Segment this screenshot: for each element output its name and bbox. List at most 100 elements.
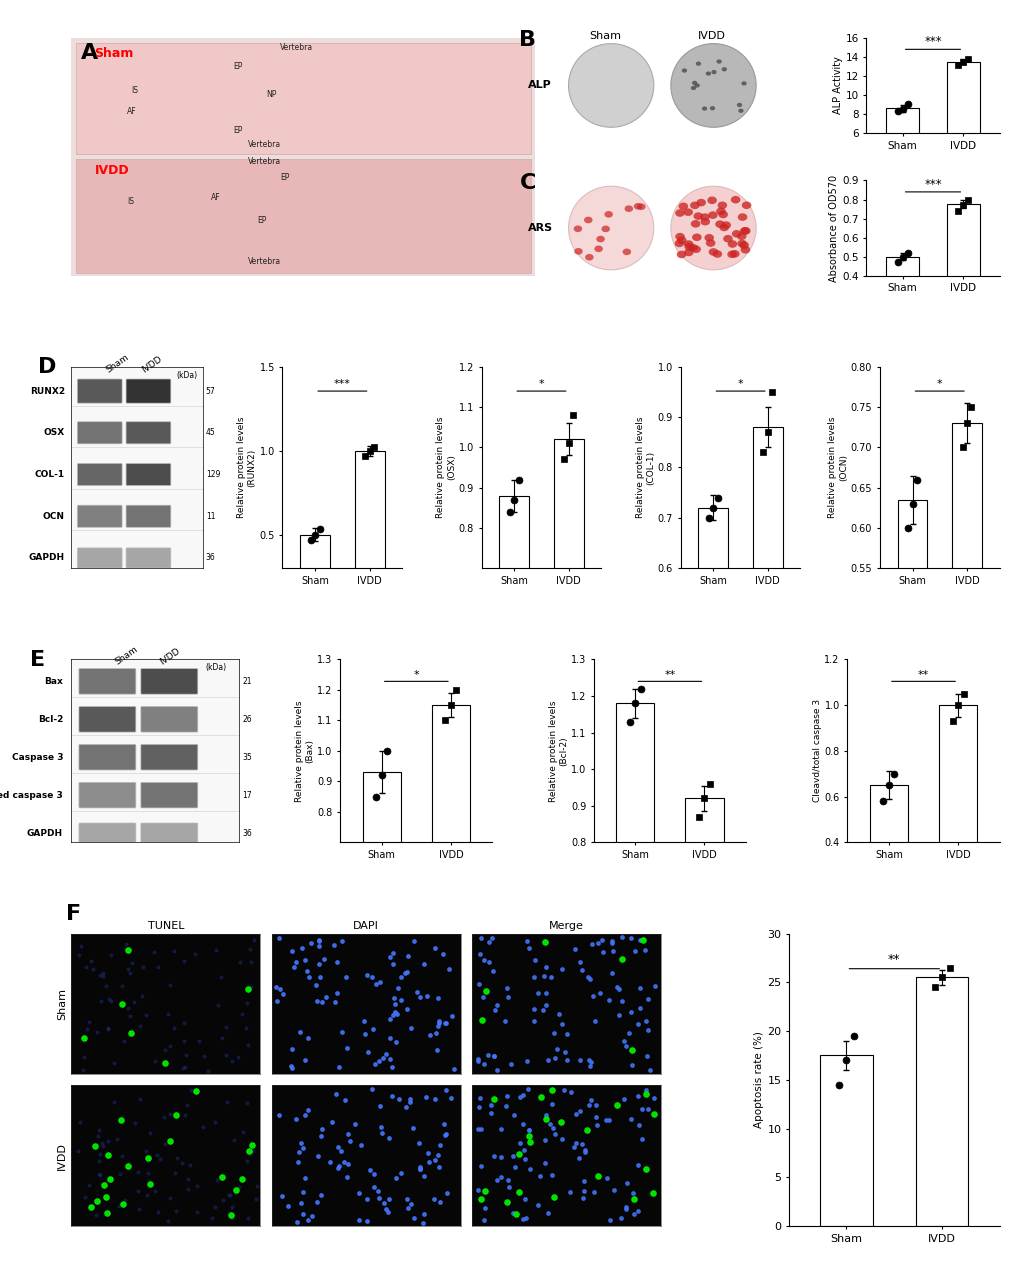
Ellipse shape — [596, 235, 604, 243]
Point — [581, 1050, 597, 1071]
Point — [212, 967, 228, 987]
Point — [337, 967, 354, 987]
Point — [430, 1157, 446, 1177]
Point — [415, 1212, 431, 1232]
Point — [370, 1050, 386, 1071]
Point — [366, 437, 382, 458]
Point — [224, 1052, 240, 1072]
Text: Bcl-2: Bcl-2 — [38, 714, 63, 724]
Point — [644, 1183, 660, 1203]
Point — [519, 1052, 535, 1072]
Point — [608, 1095, 625, 1115]
Point — [102, 1169, 118, 1189]
Point — [516, 1188, 532, 1208]
Point — [70, 944, 87, 964]
Ellipse shape — [712, 250, 721, 258]
Point — [536, 1153, 552, 1173]
Point — [590, 1165, 606, 1186]
Point — [543, 1081, 559, 1101]
Ellipse shape — [622, 249, 631, 255]
Point — [381, 1028, 397, 1048]
Ellipse shape — [585, 254, 593, 260]
Bar — [355, 451, 384, 618]
Point — [112, 1110, 128, 1130]
Point — [292, 1134, 309, 1154]
Point — [633, 1100, 649, 1120]
Ellipse shape — [574, 248, 582, 254]
Point — [311, 967, 327, 987]
Point — [313, 1119, 329, 1139]
FancyBboxPatch shape — [77, 379, 122, 403]
Point — [313, 1126, 329, 1146]
Point — [103, 991, 119, 1011]
Point — [950, 54, 966, 75]
Point — [195, 1117, 211, 1138]
Point — [539, 1203, 555, 1224]
Point — [485, 1146, 501, 1167]
Point — [244, 1135, 260, 1155]
Point — [553, 1014, 570, 1034]
Point — [398, 999, 415, 1019]
Point — [370, 1181, 386, 1201]
Point — [874, 791, 891, 811]
Text: B: B — [519, 30, 536, 51]
Point — [200, 1060, 216, 1081]
Point — [545, 1187, 561, 1207]
FancyBboxPatch shape — [77, 422, 122, 444]
Ellipse shape — [633, 204, 642, 210]
Point — [300, 1100, 316, 1120]
Point — [269, 991, 285, 1011]
Point — [238, 1152, 255, 1172]
Point — [161, 1188, 177, 1208]
Point — [582, 1090, 598, 1110]
Point — [156, 1106, 172, 1126]
Point — [330, 1158, 346, 1178]
Bar — [951, 423, 981, 1010]
Point — [113, 994, 129, 1014]
Ellipse shape — [695, 62, 700, 66]
Point — [958, 413, 974, 434]
Text: 21: 21 — [242, 676, 252, 686]
Ellipse shape — [739, 241, 748, 249]
Text: Caspase 3: Caspase 3 — [11, 753, 63, 762]
Point — [152, 1149, 168, 1169]
Bar — [869, 785, 907, 934]
Point — [147, 1050, 163, 1071]
Text: OCN: OCN — [43, 512, 65, 521]
Point — [123, 953, 140, 973]
Point — [505, 489, 522, 509]
Point — [482, 1095, 498, 1115]
Point — [150, 957, 166, 977]
Point — [415, 953, 431, 973]
Ellipse shape — [674, 240, 684, 248]
Text: ***: *** — [923, 35, 941, 48]
Point — [325, 935, 341, 956]
Y-axis label: ALP Activity: ALP Activity — [832, 57, 842, 114]
Point — [341, 1131, 358, 1152]
Point — [371, 1096, 387, 1116]
Point — [442, 1088, 459, 1109]
Point — [297, 951, 313, 971]
Point — [356, 1011, 372, 1031]
Point — [304, 1206, 320, 1226]
Point — [287, 952, 304, 972]
Point — [519, 932, 535, 952]
Ellipse shape — [683, 209, 692, 216]
Point — [112, 1164, 128, 1184]
Point — [214, 1167, 230, 1187]
Point — [179, 1179, 196, 1200]
Point — [72, 1112, 89, 1133]
Point — [420, 1143, 436, 1163]
Point — [95, 963, 111, 983]
Point — [366, 1164, 382, 1184]
Point — [690, 806, 706, 827]
Point — [196, 1045, 212, 1066]
Point — [133, 986, 150, 1006]
Point — [543, 1164, 559, 1184]
Ellipse shape — [690, 86, 696, 90]
Point — [300, 1210, 316, 1230]
Point — [235, 1121, 252, 1141]
Point — [626, 1205, 642, 1225]
Point — [122, 1006, 139, 1026]
Ellipse shape — [684, 243, 693, 250]
